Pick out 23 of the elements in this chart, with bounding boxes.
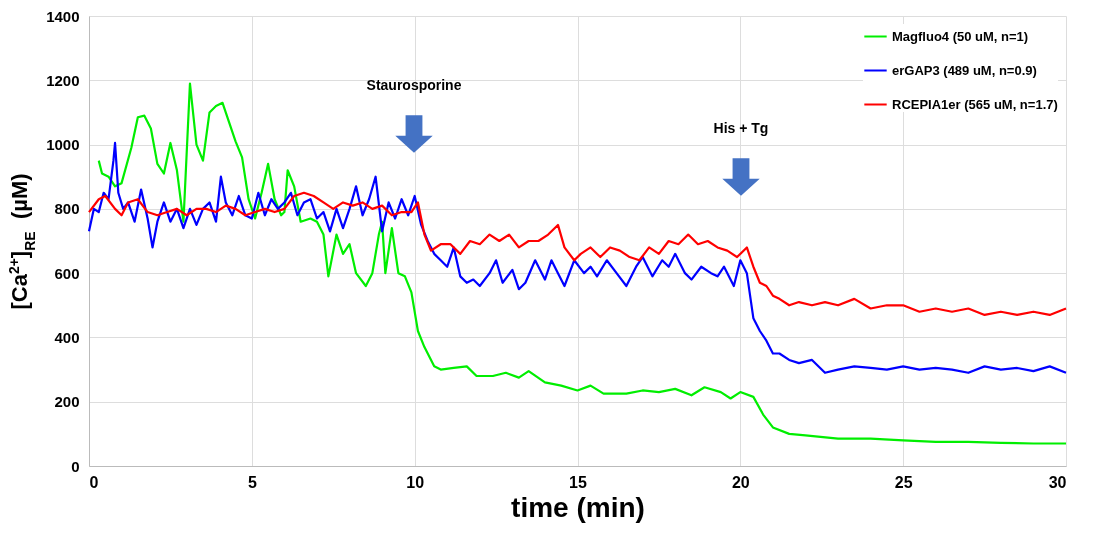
x-tick-label: 10 [406, 473, 425, 491]
y-tick-label: 0 [71, 457, 80, 475]
y-tick-label: 600 [54, 264, 80, 282]
x-tick-label: 30 [1048, 473, 1067, 491]
y-tick-label: 800 [54, 200, 80, 218]
x-tick-label: 20 [731, 473, 750, 491]
annotation: Staurosporine [366, 77, 462, 93]
legend-label: Magfluo4 (50 uM, n=1) [892, 28, 1029, 44]
y-tick-label: 1000 [46, 136, 80, 154]
x-tick-label: 25 [894, 473, 913, 491]
legend-label: erGAP3 (489 uM, n=0.9) [892, 62, 1037, 78]
y-tick-label: 400 [54, 328, 80, 346]
x-axis-title: time (min) [511, 491, 645, 523]
y-tick-label: 1400 [46, 7, 80, 25]
y-tick-label: 1200 [46, 71, 80, 89]
line-series [87, 191, 1068, 317]
annotation: His + Tg [713, 120, 769, 136]
y-tick-label: 200 [54, 393, 80, 411]
x-tick-label: 15 [569, 473, 587, 491]
x-tick-label: 5 [247, 473, 257, 491]
line-series [87, 141, 1068, 374]
legend-label: RCEPIA1er (565 uM, n=1.7) [892, 96, 1058, 112]
x-tick-label: 0 [89, 473, 99, 491]
